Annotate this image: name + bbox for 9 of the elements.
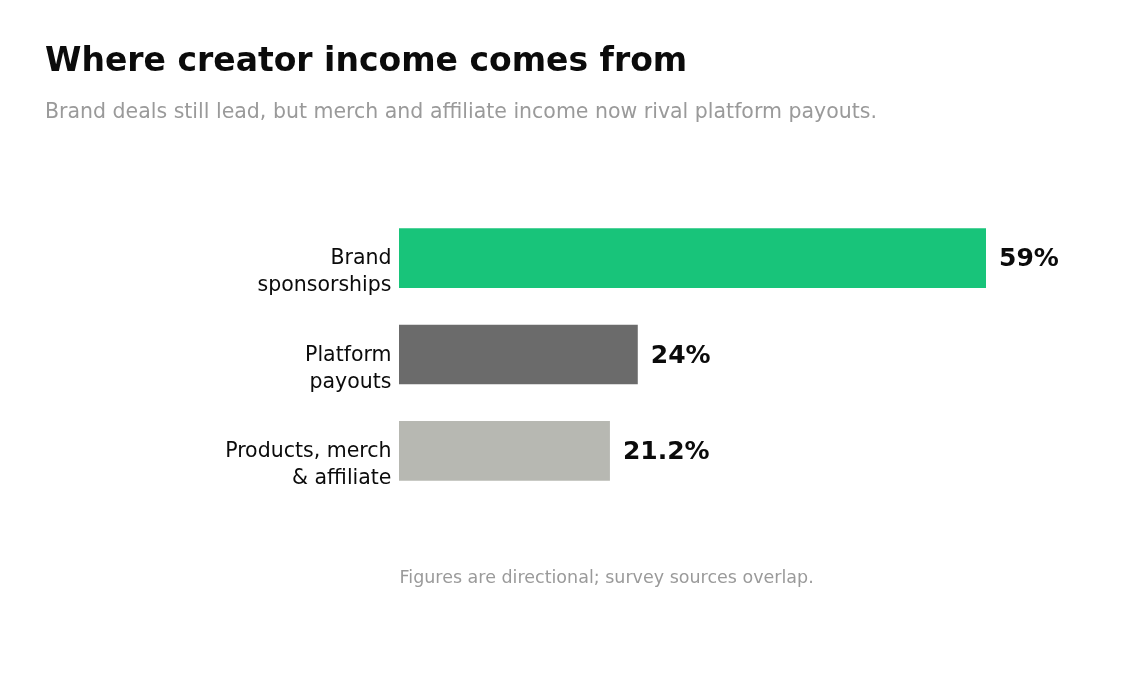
data-label: 21.2%	[622, 435, 710, 465]
data-label: 59%	[999, 243, 1059, 273]
chart-subtitle: Brand deals still lead, but merch and affiliate income now rival platform payouts.	[45, 99, 877, 123]
chart-title: Where creator income comes from	[45, 40, 688, 79]
y-tick-label: Products, merch & affiliate	[225, 437, 392, 489]
data-label: 24%	[650, 339, 711, 369]
text: Figures are directional; survey sources overlap.	[399, 566, 814, 587]
y-tick-label: Brand sponsorships	[257, 245, 392, 297]
y-tick-label: Platform payouts	[305, 341, 392, 393]
